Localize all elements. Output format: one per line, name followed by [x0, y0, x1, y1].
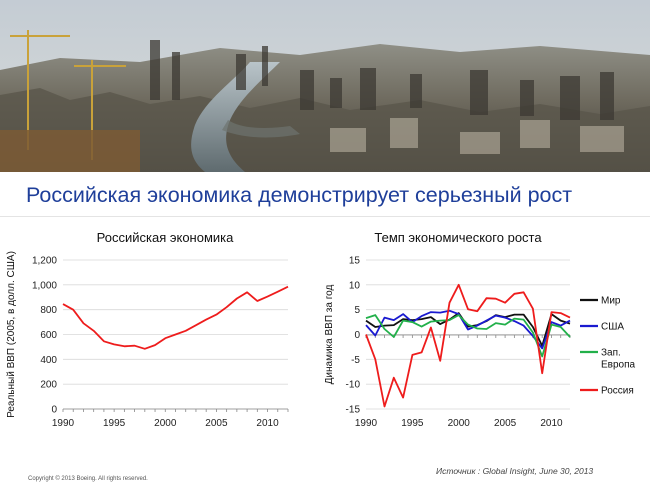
growth-rate-chart: Темп экономического роста Динамика ВВП за…	[318, 220, 650, 442]
y-tick-label: 0	[51, 405, 57, 416]
moscow-cityscape-banner	[0, 0, 650, 172]
cityscape-image	[0, 0, 650, 172]
series-line-4	[365, 283, 571, 408]
legend-label: Зап. Европа	[601, 348, 636, 371]
chart-svg: Российская экономика Реальный ВВП (2005, …	[6, 230, 289, 429]
legend-item: Россия	[580, 386, 634, 397]
y-tick-label: 1,000	[32, 280, 57, 291]
chart-title: Российская экономика	[97, 230, 234, 245]
series-line-3	[365, 314, 571, 358]
y-tick-label: 10	[349, 280, 361, 291]
source-note: Источник : Global Insight, June 30, 2013	[436, 466, 594, 476]
x-tick-label: 2000	[448, 418, 471, 429]
x-tick-label: 1990	[355, 418, 378, 429]
chart-title: Темп экономического роста	[374, 230, 542, 245]
y-tick-label: 15	[349, 256, 361, 267]
y-axis-label: Динамика ВВП за год	[324, 285, 335, 385]
y-tick-label: -5	[351, 355, 360, 366]
chart-svg: Темп экономического роста Динамика ВВП за…	[324, 230, 636, 429]
series-line-1	[62, 285, 289, 350]
title-divider	[0, 216, 650, 217]
y-tick-label: 400	[40, 355, 57, 366]
x-tick-label: 1995	[103, 418, 126, 429]
legend-label: США	[601, 322, 624, 333]
y-tick-label: 800	[40, 305, 57, 316]
copyright-note: Copyright © 2013 Boeing. All rights rese…	[28, 476, 148, 482]
legend-item: Мир	[580, 296, 621, 307]
x-tick-label: 2005	[494, 418, 517, 429]
x-tick-label: 2000	[154, 418, 177, 429]
x-tick-label: 2010	[540, 418, 563, 429]
y-tick-label: 600	[40, 330, 57, 341]
y-tick-label: -10	[346, 380, 361, 391]
x-tick-label: 2005	[205, 418, 228, 429]
x-tick-label: 1995	[401, 418, 424, 429]
y-tick-label: 1,200	[32, 256, 57, 267]
y-tick-label: -15	[346, 405, 361, 416]
y-tick-label: 200	[40, 380, 57, 391]
slide-title: Российская экономика демонстрирует серье…	[26, 183, 573, 207]
legend-item: Зап. Европа	[580, 348, 636, 371]
legend-label: Россия	[601, 386, 634, 397]
x-tick-label: 2010	[256, 418, 279, 429]
series-line-2	[365, 309, 571, 350]
x-tick-label: 1990	[52, 418, 75, 429]
y-tick-label: 0	[354, 330, 360, 341]
russian-economy-chart: Российская экономика Реальный ВВП (2005, …	[0, 220, 320, 442]
y-axis-label: Реальный ВВП (2005, в долл. США)	[6, 251, 17, 418]
legend-label: Мир	[601, 296, 621, 307]
legend-item: США	[580, 322, 624, 333]
y-tick-label: 5	[354, 305, 360, 316]
